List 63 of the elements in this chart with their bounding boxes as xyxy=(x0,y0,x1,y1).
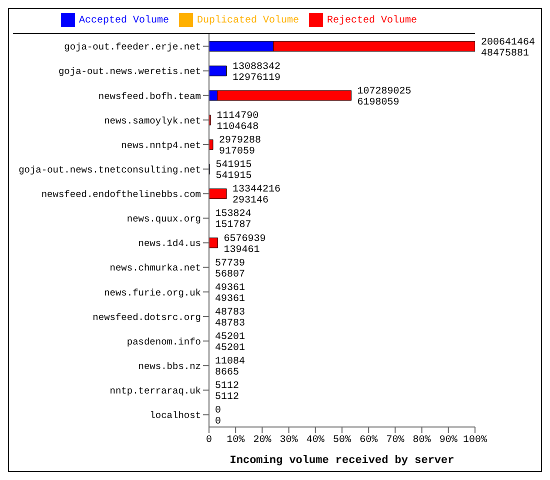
annotation: 8665 xyxy=(215,368,240,379)
y-tick-label: newsfeed.dotsrc.org xyxy=(92,312,201,323)
annotation: 45201 xyxy=(215,332,246,344)
y-tick-label: news.furie.org.uk xyxy=(104,287,202,298)
annotation: 1114790 xyxy=(216,110,259,122)
annotation: 0 xyxy=(215,406,222,417)
annotation: 541915 xyxy=(216,160,252,172)
x-tick-label: 80% xyxy=(412,435,431,446)
annotation: 13344216 xyxy=(232,184,281,196)
x-tick-label: 40% xyxy=(306,435,324,446)
annotation: 11084 xyxy=(215,356,246,368)
x-tick-label: 10% xyxy=(226,435,245,446)
y-tick-label: news.bbs.nz xyxy=(138,360,201,372)
annotation: 1104648 xyxy=(216,122,259,133)
annotation: 139461 xyxy=(224,244,260,256)
annotation: 45201 xyxy=(215,343,246,354)
annotation: 541915 xyxy=(216,171,252,182)
annotation: 6576939 xyxy=(224,234,266,245)
y-tick-label: goja-out.news.weretis.net xyxy=(58,66,201,78)
legend-label: Rejected Volume xyxy=(327,16,418,27)
annotation: 917059 xyxy=(218,146,256,158)
y-tick-label: goja-out.news.tnetconsulting.net xyxy=(18,164,201,176)
annotation: 57739 xyxy=(215,258,246,270)
x-tick-label: 100% xyxy=(462,435,488,446)
y-tick-label: newsfeed.endofthelinebbs.com xyxy=(41,189,202,200)
annotation: 5112 xyxy=(215,392,240,404)
y-tick-label: pasdenom.info xyxy=(126,336,202,348)
y-tick-label: nntp.terraraq.uk xyxy=(110,386,202,397)
annotation: 153824 xyxy=(215,209,252,220)
y-tick-label: newsfeed.bofh.team xyxy=(98,90,202,102)
annotation: 49361 xyxy=(215,294,246,305)
annotation: 2979288 xyxy=(218,136,262,147)
annotation: 56807 xyxy=(215,269,246,280)
annotation: 49361 xyxy=(215,282,246,294)
annotation: 12976119 xyxy=(232,72,281,84)
annotation: 48783 xyxy=(215,318,246,330)
y-tick-label: news.1d4.us xyxy=(138,238,201,250)
annotation: 151787 xyxy=(215,220,252,232)
x-tick-label: 0 xyxy=(206,435,212,446)
annotation: 48475881 xyxy=(481,48,530,60)
x-axis-title: Incoming volume received by server xyxy=(230,455,454,467)
x-tick-label: 60% xyxy=(360,435,378,446)
annotation: 0 xyxy=(215,416,222,428)
x-tick-label: 20% xyxy=(253,435,272,446)
annotation: 6198059 xyxy=(357,97,400,108)
y-tick-label: localhost xyxy=(150,410,201,422)
legend-label: Accepted Volume xyxy=(78,16,169,27)
x-tick-label: 90% xyxy=(439,435,458,446)
y-tick-label: news.nntp4.net xyxy=(121,140,201,151)
y-tick-label: goja-out.feeder.erje.net xyxy=(64,42,201,53)
annotation: 293146 xyxy=(232,196,269,207)
legend-label: Duplicated Volume xyxy=(196,16,300,27)
annotation: 200641464 xyxy=(481,37,536,48)
y-tick-label: news.chmurka.net xyxy=(110,262,201,274)
x-tick-label: 50% xyxy=(332,435,352,446)
y-tick-label: news.samoylyk.net xyxy=(104,115,201,126)
x-tick-label: 70% xyxy=(386,435,404,446)
y-tick-label: news.quux.org xyxy=(126,214,201,225)
annotation: 48783 xyxy=(215,307,246,318)
annotation: 5112 xyxy=(215,381,240,392)
annotation: 107289025 xyxy=(357,86,412,98)
x-tick-label: 30% xyxy=(280,435,298,446)
annotation: 13088342 xyxy=(232,62,281,73)
